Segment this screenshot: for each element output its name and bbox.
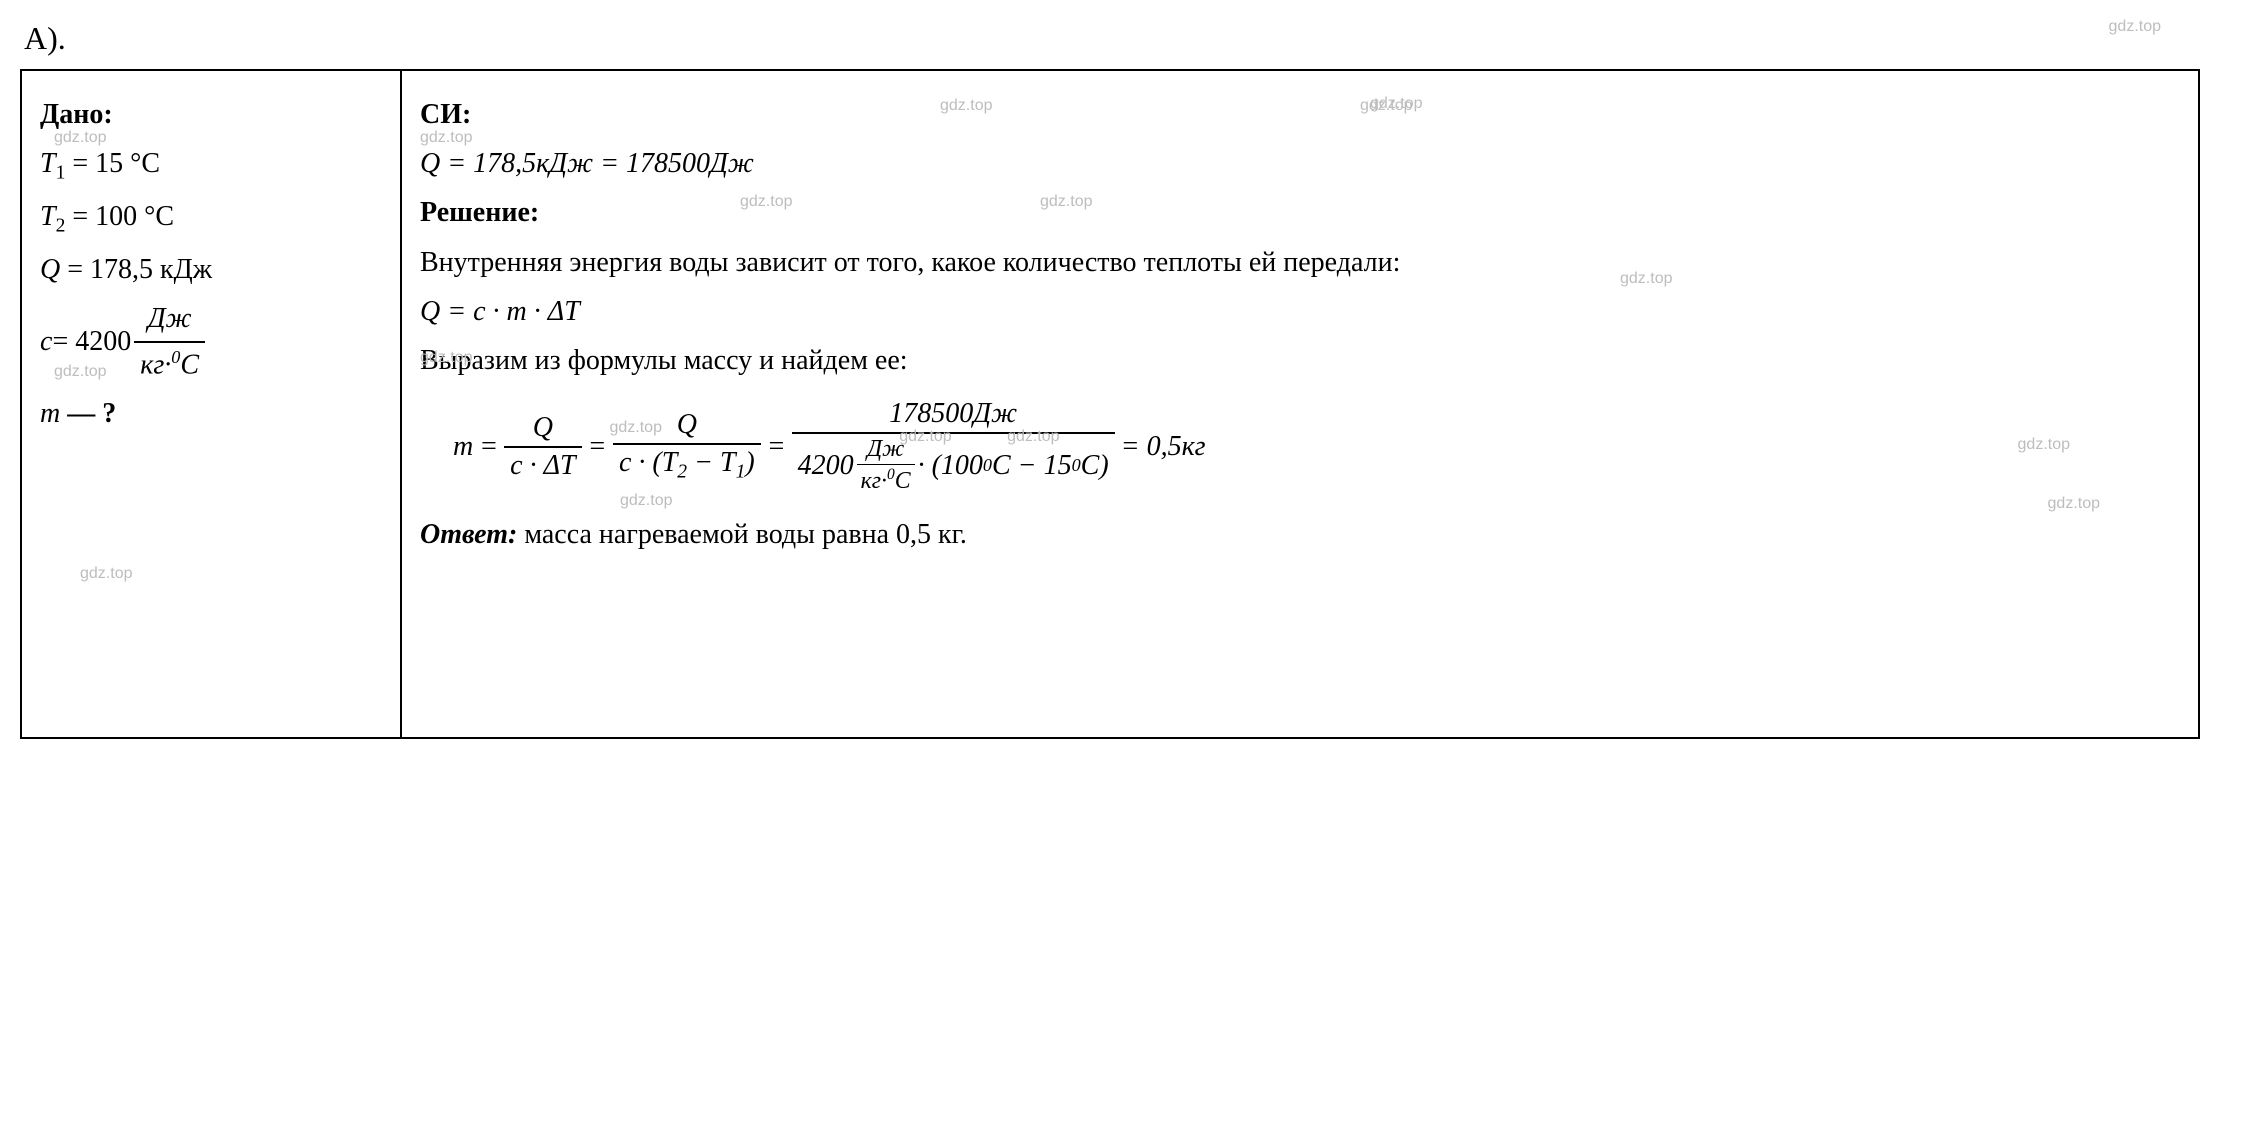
answer-text: масса нагреваемой воды равна 0,5 кг. xyxy=(517,519,967,550)
formula-Q: Q = c · m · ΔT gdz.top gdz.top xyxy=(420,292,2180,331)
var-Q: Q xyxy=(40,254,60,285)
var-m: m xyxy=(40,398,60,429)
f3-den-unit-den: кг·0C xyxy=(857,465,915,495)
section-label: А). xyxy=(24,20,2221,57)
c-fraction: Дж кг·0C xyxy=(134,299,205,384)
explain-1: Внутренняя энергия воды зависит от того,… xyxy=(420,243,2120,282)
si-heading: СИ: xyxy=(420,99,471,130)
watermark: gdz.top xyxy=(620,492,672,510)
given-T2: T2 = 100 °C xyxy=(40,197,382,240)
f3-den-coeff: 4200 xyxy=(798,450,854,482)
f3-den-dot: · (100 xyxy=(918,450,983,482)
main-equation: m = Q c · ΔT = gdz.top Q c · (T2 − T1) = xyxy=(450,398,2180,495)
eq-frac3: gdz.top 178500Дж gdz.top 4200 Дж кг·0C xyxy=(792,398,1115,495)
f3-den: 4200 Дж кг·0C · (1000C − 150C) xyxy=(792,434,1115,495)
watermark: gdz.top xyxy=(2018,436,2070,454)
c-den-p1: кг· xyxy=(140,349,171,380)
solution-heading: Решение: xyxy=(420,197,539,228)
watermark: gdz.top xyxy=(420,349,472,367)
f3-num-val: 178500 xyxy=(889,398,973,429)
given-m: m — ? xyxy=(40,394,382,433)
c-den-p2: C xyxy=(180,349,199,380)
var-T: T xyxy=(40,201,56,232)
f2-den: c · (T2 − T1) xyxy=(613,445,761,484)
formula-Q-sym: Q xyxy=(420,296,440,327)
c-den: кг·0C xyxy=(134,343,205,385)
eq-result: = 0,5кг xyxy=(1121,431,1206,463)
f2-den-s1: 2 xyxy=(677,462,687,483)
si-heading-line: СИ: gdz.top xyxy=(420,95,2180,134)
watermark: gdz.top xyxy=(80,565,132,583)
f3-den-sup1: 0 xyxy=(983,455,992,476)
var-c: c xyxy=(40,322,52,361)
f2-den-s2: 1 xyxy=(736,462,746,483)
eq-eq3: = xyxy=(767,431,786,463)
eq-eq2: = xyxy=(588,431,607,463)
si-Q-line: Q = 178,5кДж = 178500Дж xyxy=(420,144,2180,183)
watermark: gdz.top xyxy=(1620,270,1672,288)
f2-num: Q xyxy=(613,409,761,445)
solution-table: Дано: gdz.top T1 = 15 °C T2 = 100 °C Q =… xyxy=(20,69,2200,739)
watermark: gdz.top xyxy=(54,363,106,381)
watermark: gdz.top xyxy=(2109,18,2161,36)
eq-eq1: = xyxy=(479,431,498,463)
given-Q: Q = 178,5 кДж xyxy=(40,250,382,289)
f3-num-unit: Дж xyxy=(973,398,1017,429)
watermark: gdz.top xyxy=(1360,95,1412,117)
f1-num: Q xyxy=(504,412,581,448)
c-eq: = 4200 xyxy=(52,322,131,361)
watermark: gdz.top xyxy=(899,428,951,446)
sub-2: 2 xyxy=(56,216,66,237)
solution-cell: СИ: gdz.top gdz.top Q = 178,5кДж = 17850… xyxy=(401,70,2199,738)
sub-1: 1 xyxy=(56,163,66,184)
explain-2: Выразим из формулы массу и найдем ее: xyxy=(420,341,2180,380)
f3du-sup: 0 xyxy=(887,466,895,483)
var-T: T xyxy=(40,148,56,179)
f3-den-C2: C) xyxy=(1081,450,1109,482)
T2-value: = 100 °C xyxy=(65,201,174,232)
watermark: gdz.top xyxy=(740,193,792,211)
f1-den: c · ΔT xyxy=(504,448,581,482)
given-T1: T1 = 15 °C xyxy=(40,144,382,187)
watermark: gdz.top xyxy=(420,129,472,147)
f3du-p1: кг· xyxy=(861,468,887,494)
watermark: gdz.top xyxy=(1007,428,1059,446)
c-num: Дж xyxy=(134,299,205,342)
f2-den-pre: c · (T xyxy=(619,447,677,478)
T1-value: = 15 °C xyxy=(65,148,160,179)
f2-den-post: ) xyxy=(745,447,754,478)
answer-line: Ответ: масса нагреваемой воды равна 0,5 … xyxy=(420,515,2180,554)
f3-den-C1: C − 15 xyxy=(992,450,1072,482)
si-Q: Q xyxy=(420,148,440,179)
watermark: gdz.top xyxy=(2048,495,2100,513)
formula-Q-eq: = c · m · ΔT xyxy=(440,296,580,327)
c-den-sup: 0 xyxy=(171,347,180,367)
Q-value: = 178,5 кДж xyxy=(60,254,212,285)
given-heading: Дано: xyxy=(40,99,113,130)
si-Q-eq: = 178,5кДж = 178500Дж xyxy=(440,148,754,179)
answer-label: Ответ: xyxy=(420,519,517,550)
watermark: gdz.top xyxy=(940,95,992,117)
f3-num: gdz.top 178500Дж gdz.top xyxy=(792,398,1115,434)
eq-frac2: Q c · (T2 − T1) xyxy=(613,409,761,484)
given-cell: Дано: gdz.top T1 = 15 °C T2 = 100 °C Q =… xyxy=(21,70,401,738)
watermark: gdz.top xyxy=(1040,193,1092,211)
eq-frac1: Q c · ΔT xyxy=(504,412,581,482)
eq-m: m xyxy=(453,431,473,463)
watermark: gdz.top xyxy=(54,129,106,147)
m-value: — ? xyxy=(60,398,116,429)
f2-den-mid: − T xyxy=(687,447,735,478)
f3-den-sup2: 0 xyxy=(1072,455,1081,476)
f3du-p2: C xyxy=(895,468,911,494)
